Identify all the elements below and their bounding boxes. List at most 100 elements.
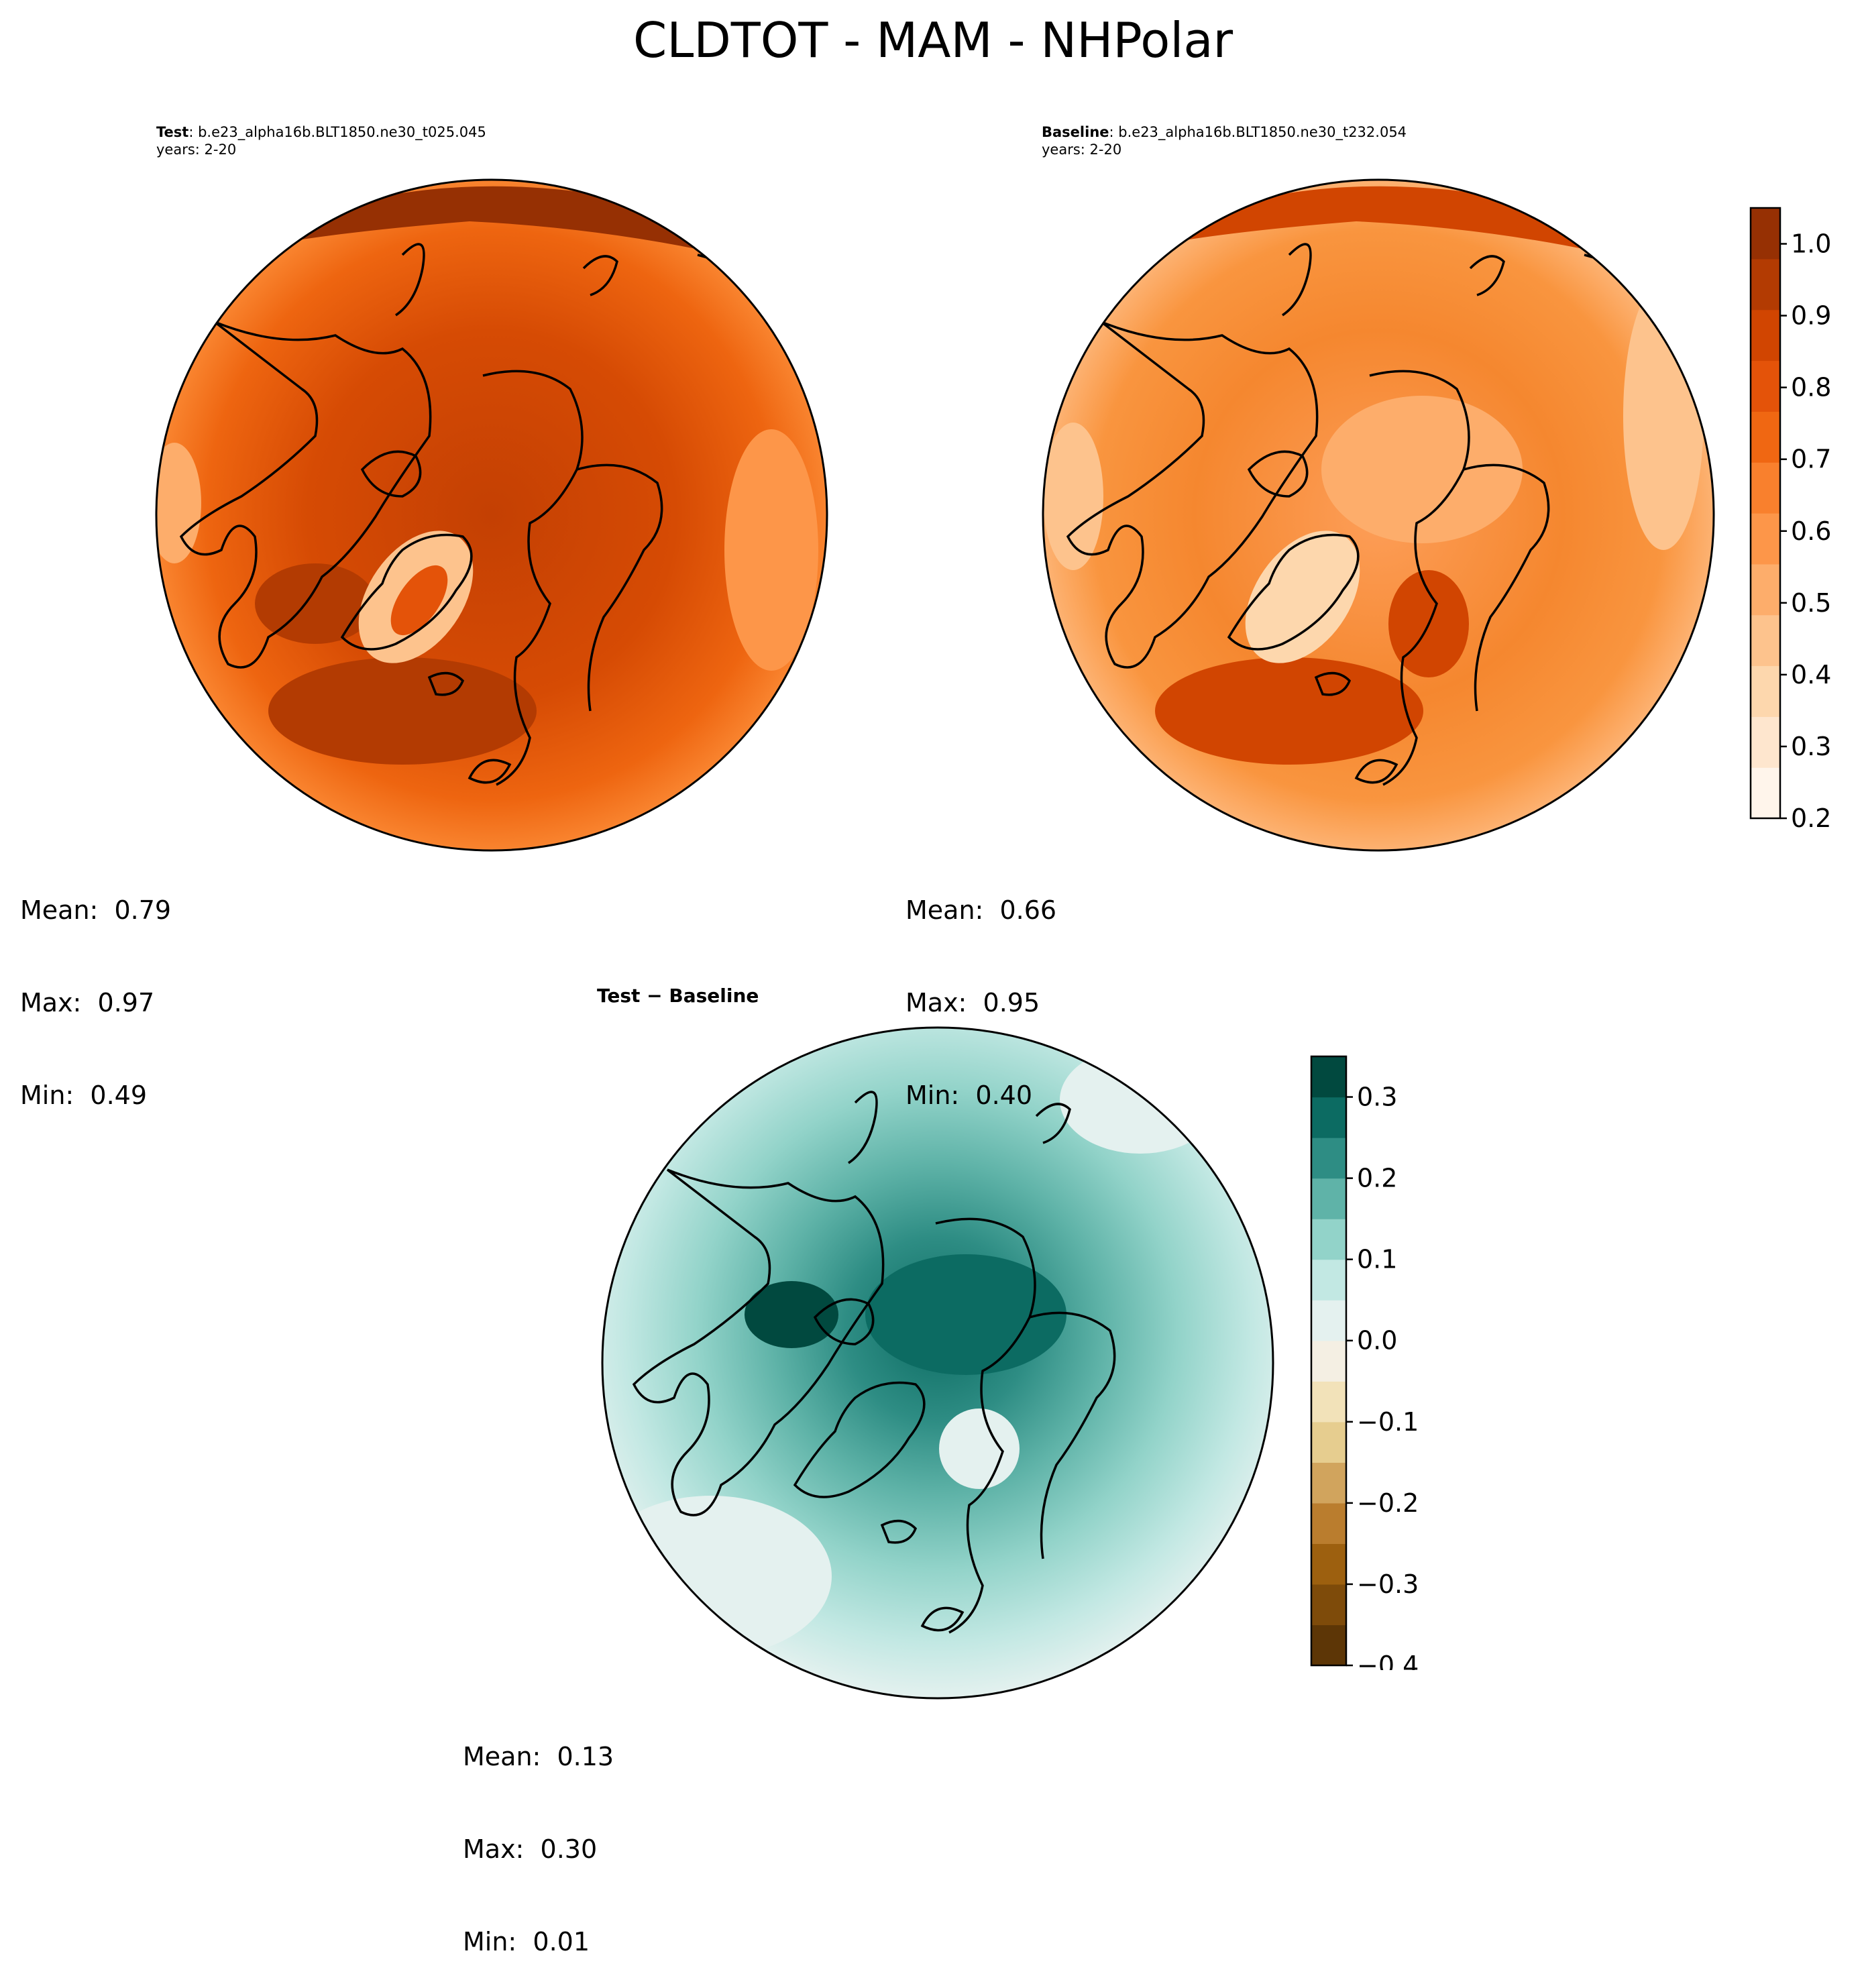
colorbar-main-segment [1751,258,1780,311]
colorbar-diff-segment [1311,1584,1346,1626]
diff-stat-mean: Mean: 0.13 [463,1742,614,1771]
test-title-bold: Test [156,124,189,140]
diff-patch-light-atlantic [602,1496,832,1657]
diff-coast-chukotka [1035,1103,1071,1144]
baseline-patch-light-east [1623,282,1704,550]
colorbar-main: 0.2 0.3 0.4 0.5 0.6 0.7 0.8 0.9 1.0 [1749,207,1831,828]
baseline-coast-iceland [1314,671,1352,696]
baseline-title-case: : b.e23_alpha16b.BLT1850.ne30_t232.054 [1109,124,1407,140]
colorbar-diff: −0.4 −0.3 −0.2 −0.1 0.0 0.1 0.2 0.3 [1310,1055,1419,1670]
test-patch-dark-labrador [255,563,376,644]
test-stat-max: Max: 0.97 [20,988,155,1017]
test-stat-min: Min: 0.49 [20,1081,147,1110]
colorbar-diff-tick-label: 0.1 [1357,1245,1397,1274]
diff-patch-dark-arctic [865,1254,1066,1375]
colorbar-main-tick-label: 0.6 [1791,516,1831,546]
colorbar-diff-segment [1311,1097,1346,1138]
diff-patch-light-scandinavia [939,1409,1020,1489]
baseline-map [1042,178,1715,852]
figure-title: CLDTOT - MAM - NHPolar [633,12,1233,68]
baseline-map-patches [1043,186,1704,765]
colorbar-diff-tick-label: −0.1 [1357,1407,1419,1437]
colorbar-main-segment [1751,208,1780,260]
diff-coast-iceland [880,1519,918,1544]
colorbar-diff-segment [1311,1219,1346,1260]
baseline-patch-greenland [1245,531,1360,663]
test-map [155,178,828,852]
baseline-coast-uk [1354,759,1398,784]
colorbar-diff-segment [1311,1300,1346,1341]
colorbar-diff-segment [1311,1543,1346,1585]
baseline-stat-mean: Mean: 0.66 [905,895,1057,925]
diff-map-boundary [601,1026,1274,1700]
diff-stat-min: Min: 0.01 [463,1927,590,1956]
colorbar-main-tick-label: 0.5 [1791,588,1831,618]
baseline-patch-dark-atlantic [1155,657,1423,765]
test-patch-dark-north [221,186,724,255]
colorbar-main-segment [1751,767,1780,819]
test-patch-dark-atlantic [268,657,537,765]
baseline-patch-light-arctic [1321,396,1523,543]
baseline-subtitle: years: 2-20 [1042,142,1122,158]
test-patch-light-east [724,429,818,671]
diff-patch-darkest [745,1281,838,1348]
test-coast-eurasia-east [576,463,663,712]
colorbar-main-tick-label: 1.0 [1791,229,1831,259]
baseline-coast-eurasia-west [1369,370,1470,786]
colorbar-main-tick-label: 0.9 [1791,301,1831,331]
colorbar-diff-segment [1311,1056,1346,1098]
test-coast-island-1 [360,450,422,498]
test-stat-mean: Mean: 0.79 [20,895,172,925]
baseline-coast-chukotka [1469,255,1505,296]
test-title-case: : b.e23_alpha16b.BLT1850.ne30_t025.045 [188,124,486,140]
colorbar-diff-segment [1311,1502,1346,1544]
colorbar-main-segment [1751,716,1780,768]
test-coast-chukotka [582,255,618,296]
colorbar-main-outline [1749,207,1781,820]
test-coast-uk [468,759,512,784]
baseline-patch-dark-north [1108,186,1611,255]
colorbar-diff-tick-label: −0.3 [1357,1569,1419,1599]
colorbar-diff-segment [1311,1138,1346,1179]
test-patch-greenland-core [390,565,448,636]
colorbar-diff-tick-label: −0.4 [1357,1651,1419,1670]
colorbar-diff-tick-label: 0.0 [1357,1326,1397,1356]
test-coast-iceland [427,671,465,696]
baseline-coast-alaska [1282,243,1312,317]
colorbar-main-segment [1751,309,1780,362]
colorbar-main-segment [1751,614,1780,667]
colorbar-main-segment [1751,360,1780,412]
diff-coast-uk [920,1606,965,1632]
diff-map [601,1026,1274,1700]
baseline-coast-island-1 [1247,450,1309,498]
test-subtitle: years: 2-20 [156,142,237,158]
test-coast-eurasia-west [482,370,584,786]
colorbar-diff-tick-label: 0.3 [1357,1083,1397,1112]
baseline-coast-greenland [1227,533,1360,651]
colorbar-diff-segment [1311,1381,1346,1423]
colorbar-diff-tick-label: 0.2 [1357,1164,1397,1193]
baseline-stat-max: Max: 0.95 [905,988,1040,1017]
diff-coast-island-1 [813,1298,875,1345]
baseline-panel-title: Baseline: b.e23_alpha16b.BLT1850.ne30_t2… [1042,123,1407,158]
diff-coast-greenland [793,1381,926,1498]
colorbar-diff-segment [1311,1259,1346,1301]
colorbar-main-tick-label: 0.3 [1791,732,1831,761]
colorbar-diff-segment [1311,1421,1346,1463]
diff-title-bold: Test − Baseline [597,985,759,1007]
diff-coast-eurasia-west [935,1217,1036,1634]
colorbar-diff-segment [1311,1624,1346,1666]
colorbar-diff-tick-label: −0.2 [1357,1488,1419,1518]
test-map-boundary [155,178,828,852]
diff-patch-light-pacific [1060,1046,1221,1154]
baseline-coast-eurasia-east [1463,463,1550,712]
diff-stats: Mean: 0.13 Max: 0.30 Min: 0.01 [463,1679,614,1988]
colorbar-main-segment [1751,462,1780,514]
diff-stat-max: Max: 0.30 [463,1834,598,1864]
baseline-stat-min: Min: 0.40 [905,1081,1032,1110]
baseline-patch-light-west [1043,423,1103,570]
test-coast-canada [179,321,432,669]
colorbar-main-segment [1751,411,1780,463]
colorbar-diff-outline [1310,1055,1348,1667]
test-patch-light-west [156,443,201,563]
